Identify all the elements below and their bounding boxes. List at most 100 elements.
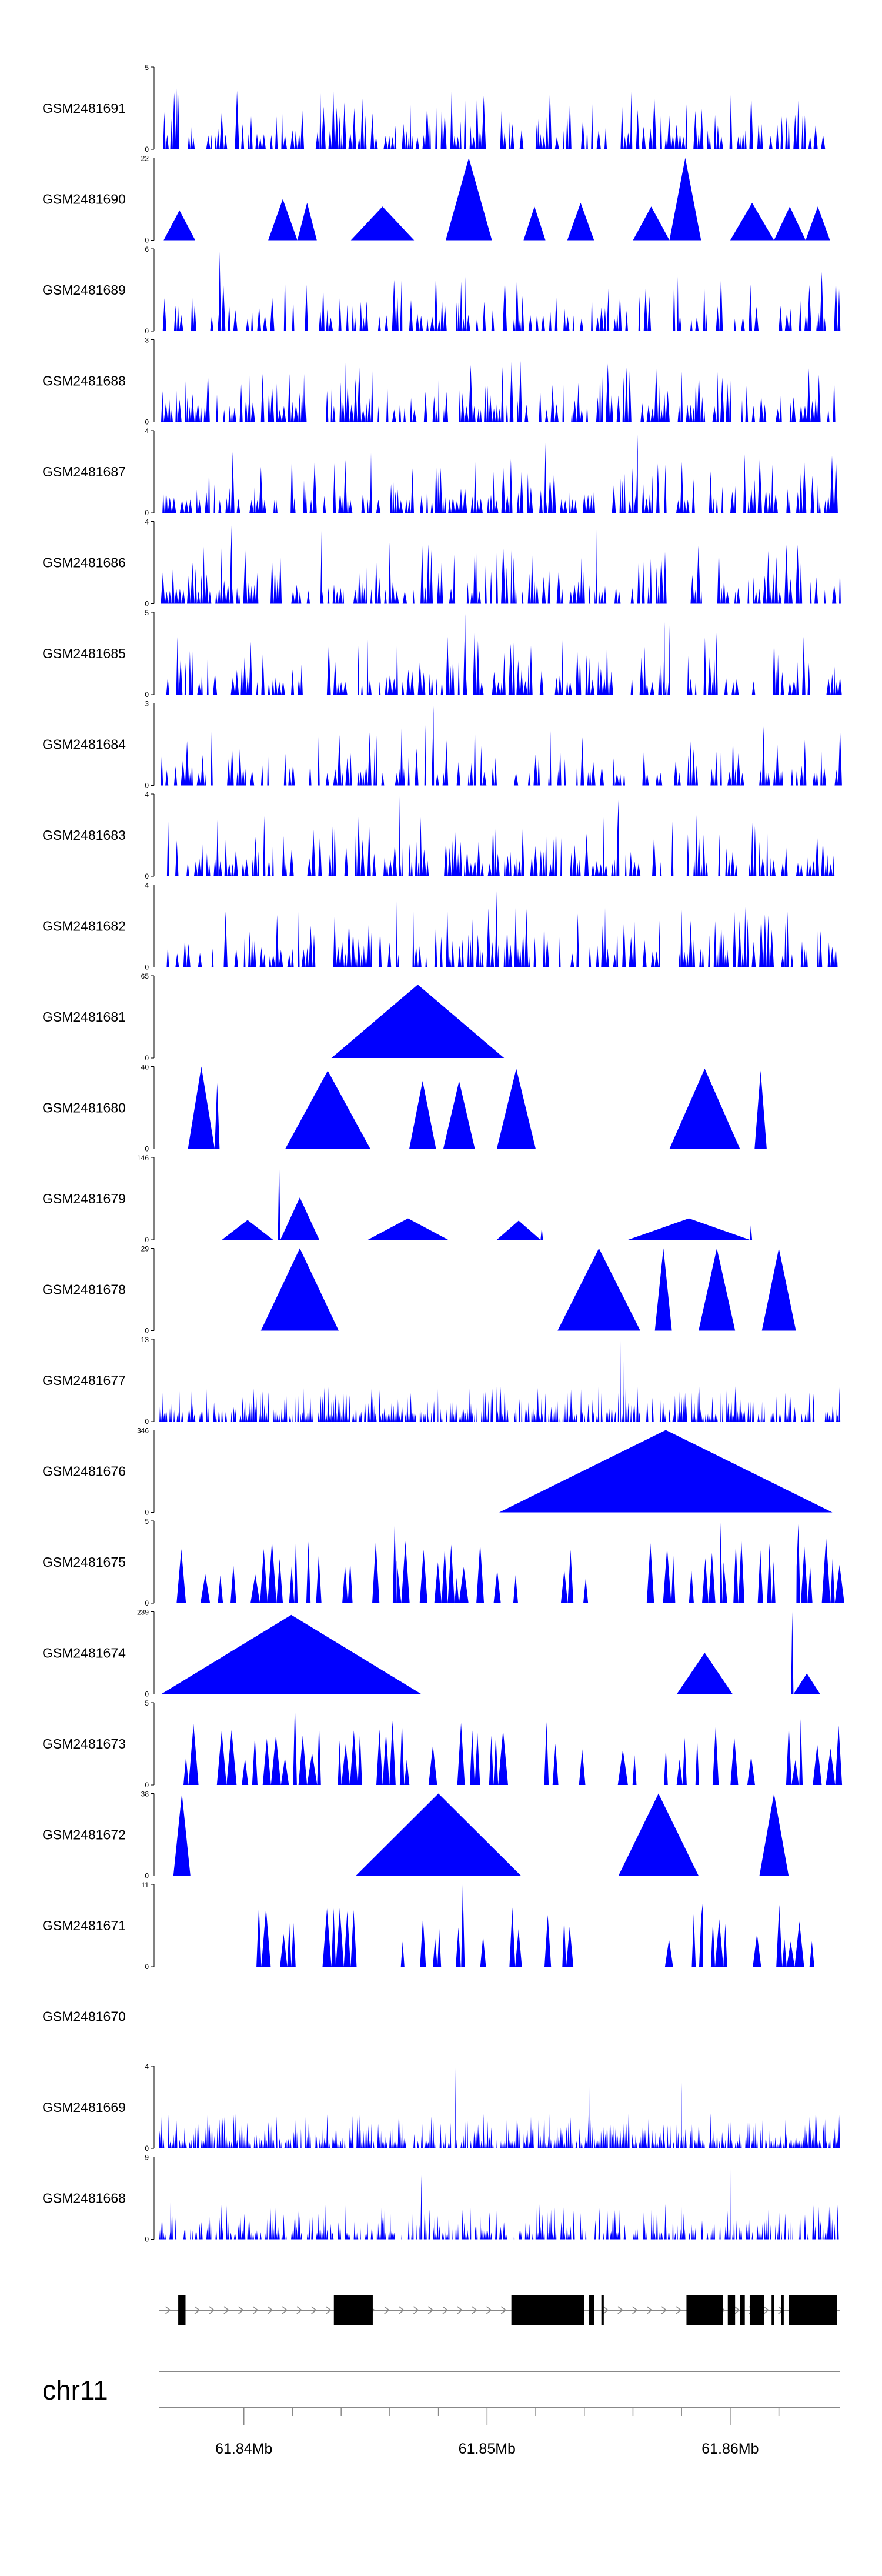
y-tick-max-label: 146 [137,1154,149,1162]
track-GSM2481679: GSM2481679 146 0 [42,1154,791,1244]
coverage-area [173,1793,794,1876]
y-tick-zero-label: 0 [145,145,149,154]
strand-arrow [311,2306,317,2314]
track-label: GSM2481681 [42,1009,126,1025]
track-label: GSM2481673 [42,1736,126,1751]
axis-tick-label: 61.86Mb [701,2441,759,2457]
track-label: GSM2481690 [42,192,126,207]
track-GSM2481682: GSM2481682 4 0 [42,882,841,972]
exon-block [686,2295,723,2325]
track-GSM2481685: GSM2481685 5 0 [42,609,842,699]
track-GSM2481673: GSM2481673 5 0 [42,1699,843,1789]
coverage-area [159,2157,840,2240]
strand-arrow [165,2306,171,2314]
exon-block [789,2295,837,2325]
y-tick-zero-label: 0 [145,1599,149,1607]
y-tick-zero-label: 0 [145,1327,149,1335]
strand-arrow [676,2306,682,2314]
y-tick-max-label: 5 [145,1517,149,1526]
track-label: GSM2481683 [42,827,126,843]
track-label: GSM2481688 [42,373,126,389]
genome-axis-track: chr11 61.84Mb 61.85Mb 61.86Mb [42,2371,840,2457]
y-tick-max-label: 38 [141,1790,149,1798]
track-GSM2481690: GSM2481690 22 0 [42,155,830,245]
exon-block [771,2295,774,2325]
exon-block [589,2295,594,2325]
y-tick-max-label: 4 [145,2063,149,2071]
track-GSM2481686: GSM2481686 4 0 [42,518,841,608]
track-GSM2481680: GSM2481680 40 0 [42,1063,794,1153]
y-tick-zero-label: 0 [145,236,149,245]
strand-arrow [457,2306,463,2314]
strand-arrow [646,2306,653,2314]
strand-arrow [384,2306,390,2314]
exon-block [333,2295,373,2325]
y-tick-zero-label: 0 [145,2144,149,2153]
track-GSM2481687: GSM2481687 4 0 [42,427,840,517]
y-tick-max-label: 3 [145,336,149,345]
coverage-area [159,1340,841,1422]
strand-arrow [603,2306,609,2314]
coverage-area [159,706,842,786]
coverage-area [159,889,841,967]
axis-tick-label: 61.85Mb [459,2441,516,2457]
strand-arrow [763,2306,770,2314]
track-label: GSM2481675 [42,1554,126,1570]
axis-tick-label: 61.84Mb [215,2441,272,2457]
y-tick-zero-label: 0 [145,1145,149,1153]
y-tick-zero-label: 0 [145,600,149,608]
y-tick-zero-label: 0 [145,1236,149,1244]
strand-arrow [472,2306,477,2314]
y-tick-max-label: 4 [145,518,149,526]
gene-model-track [159,2295,840,2325]
track-GSM2481688: GSM2481688 3 0 [42,336,836,426]
track-label: GSM2481682 [42,919,126,934]
coverage-tracks: GSM248169150GSM2481690220GSM248168960GSM… [42,64,846,2244]
y-tick-zero-label: 0 [145,782,149,790]
y-tick-zero-label: 0 [145,509,149,517]
track-GSM2481684: GSM2481684 3 0 [42,700,842,790]
coverage-area [222,1157,791,1240]
coverage-area [159,1521,844,1603]
coverage-area [159,361,836,422]
coverage-area [159,613,842,695]
track-label: GSM2481680 [42,1100,126,1116]
track-GSM2481670: GSM2481670 [42,2009,126,2024]
strand-arrow [413,2306,419,2314]
track-label: GSM2481676 [42,1464,126,1479]
coverage-area [159,88,842,149]
y-tick-zero-label: 0 [145,418,149,426]
coverage-area [159,796,838,876]
track-label: GSM2481668 [42,2191,126,2206]
y-tick-max-label: 29 [141,1245,149,1253]
track-label: GSM2481678 [42,1282,126,1297]
track-label: GSM2481669 [42,2100,126,2115]
strand-arrow [399,2306,405,2314]
coverage-area [163,158,830,241]
y-tick-max-label: 22 [141,155,149,163]
coverage-area [215,1884,846,1967]
track-GSM2481681: GSM2481681 65 0 [42,972,672,1062]
track-label: GSM2481686 [42,555,126,570]
strand-arrow [661,2306,667,2314]
strand-arrow [500,2306,507,2314]
track-GSM2481669: GSM2481669 4 0 [42,2063,840,2153]
exon-block [727,2295,736,2325]
chromosome-label: chr11 [42,2375,108,2405]
strand-arrow [486,2306,492,2314]
track-GSM2481677: GSM2481677 13 0 [42,1336,841,1426]
coverage-area [260,1248,796,1331]
y-tick-zero-label: 0 [145,1509,149,1517]
track-GSM2481689: GSM2481689 6 0 [42,245,841,335]
y-tick-zero-label: 0 [145,1781,149,1789]
track-GSM2481676: GSM2481676 346 0 [42,1427,835,1517]
track-GSM2481674: GSM2481674 239 0 [42,1609,837,1699]
strand-arrow [326,2306,332,2314]
y-tick-max-label: 40 [141,1063,149,1072]
y-tick-max-label: 5 [145,609,149,617]
strand-arrow [734,2306,740,2314]
track-label: GSM2481687 [42,464,126,479]
y-tick-zero-label: 0 [145,327,149,335]
y-tick-max-label: 5 [145,64,149,72]
